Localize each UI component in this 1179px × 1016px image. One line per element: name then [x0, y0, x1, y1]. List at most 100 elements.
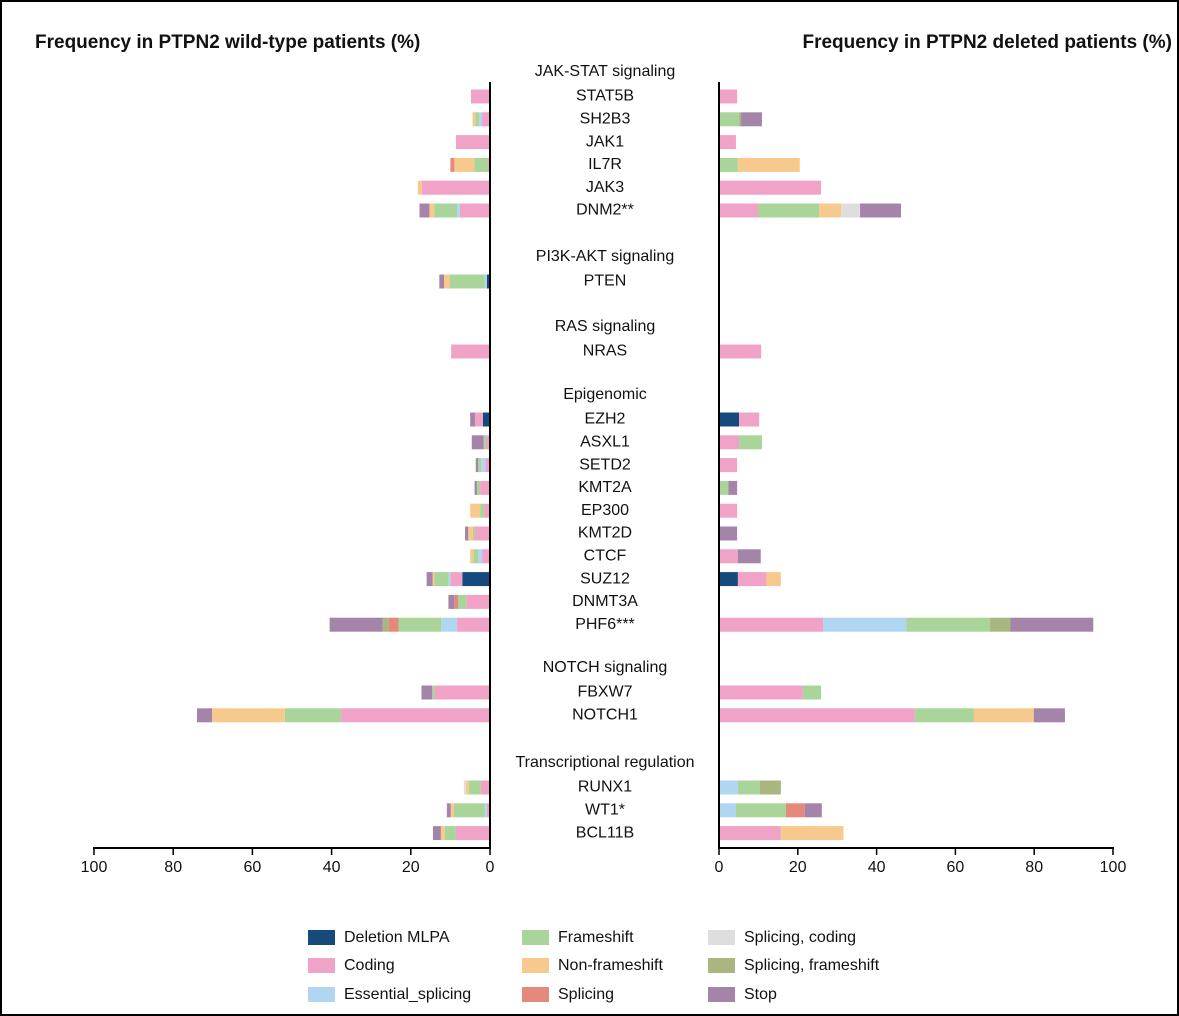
bar-segment — [474, 480, 477, 495]
bar-segment — [480, 503, 485, 518]
bar-segment — [451, 344, 490, 359]
bar-segment — [990, 617, 1011, 632]
category-label: STAT5B — [576, 88, 634, 105]
x-tick-label: 60 — [947, 859, 965, 876]
bar-segment — [475, 458, 479, 473]
bar-segment — [484, 803, 487, 818]
bar-segment — [719, 180, 822, 195]
category-label: PTEN — [584, 273, 627, 290]
bar-segment — [735, 803, 786, 818]
bar-segment — [484, 503, 490, 518]
bar-segment — [482, 549, 490, 564]
bar-segment — [462, 572, 490, 587]
bar-segment — [459, 203, 490, 218]
bar-segment — [388, 617, 399, 632]
legend-label: Splicing — [558, 986, 614, 1003]
category-label: SETD2 — [579, 456, 631, 473]
bar-segment — [482, 412, 490, 427]
bar-segment — [472, 112, 476, 127]
bar-segment — [719, 203, 759, 218]
bar-segment — [906, 617, 991, 632]
bar-segment — [759, 780, 781, 795]
category-label: SUZ12 — [580, 570, 630, 587]
bar-segment — [434, 685, 490, 700]
bar-segment — [719, 617, 824, 632]
bar-segment — [398, 617, 442, 632]
bar-segment — [478, 458, 482, 473]
bar-segment — [463, 780, 466, 795]
bar-segment — [481, 458, 486, 473]
bar-segment — [454, 157, 475, 172]
bar-segment — [474, 526, 490, 541]
bar-segment — [466, 594, 490, 609]
category-label: RUNX1 — [578, 779, 632, 796]
bar-segment — [457, 617, 490, 632]
group-label: Epigenomic — [563, 386, 647, 403]
category-label: IL7R — [588, 156, 622, 173]
bar-segment — [483, 435, 487, 450]
bar-segment — [737, 549, 761, 564]
bar-segment — [476, 480, 481, 495]
legend-swatch — [308, 958, 335, 973]
bar-segment — [434, 572, 449, 587]
bar-segment — [719, 780, 738, 795]
bar-segment — [382, 617, 389, 632]
legend-swatch — [308, 930, 335, 945]
bar-segment — [486, 435, 490, 450]
category-label: EP300 — [581, 502, 629, 519]
bar-segment — [737, 572, 767, 587]
bar-segment — [1010, 617, 1094, 632]
bar-segment — [719, 480, 729, 495]
bar-segment — [741, 112, 762, 127]
bar-segment — [737, 780, 760, 795]
bar-segment — [329, 617, 383, 632]
bar-segment — [719, 803, 736, 818]
bar-segment — [719, 708, 915, 723]
bar-segment — [802, 685, 822, 700]
bar-segment — [470, 89, 490, 104]
bar-segment — [450, 157, 455, 172]
legend-swatch — [708, 930, 735, 945]
bar-segment — [804, 803, 822, 818]
category-label: EZH2 — [585, 411, 626, 428]
bar-segment — [429, 203, 435, 218]
bar-segment — [719, 157, 738, 172]
bar-segment — [417, 180, 422, 195]
bar-segment — [468, 526, 473, 541]
legend-swatch — [708, 958, 735, 973]
bar-segment — [719, 526, 738, 541]
bar-segment — [441, 617, 458, 632]
legend-swatch — [522, 958, 549, 973]
legend-swatch — [308, 987, 335, 1002]
bar-segment — [421, 180, 490, 195]
bar-segment — [455, 826, 490, 841]
x-tick-label: 40 — [323, 859, 341, 876]
bar-segment — [914, 708, 974, 723]
bar-segment — [780, 826, 844, 841]
bar-segment — [432, 685, 435, 700]
category-label: DNM2** — [576, 202, 634, 219]
category-label: KMT2A — [578, 479, 632, 496]
bar-segment — [450, 274, 485, 289]
group-label: JAK-STAT signaling — [535, 63, 676, 80]
bar-segment — [440, 826, 445, 841]
bar-segment — [446, 803, 451, 818]
legend-label: Coding — [344, 957, 395, 974]
bar-segment — [465, 526, 469, 541]
legend-label: Splicing, frameshift — [744, 957, 880, 974]
bar-segment — [469, 780, 481, 795]
bar-segment — [284, 708, 342, 723]
legend-swatch — [708, 987, 735, 1002]
bar-segment — [474, 412, 483, 427]
x-tick-label: 100 — [1100, 859, 1127, 876]
category-label: ASXL1 — [580, 434, 630, 451]
bar-segment — [1033, 708, 1065, 723]
bar-segment — [719, 435, 740, 450]
legend-swatch — [522, 987, 549, 1002]
bar-segment — [439, 274, 445, 289]
group-label: PI3K-AKT signaling — [536, 248, 674, 265]
bar-segment — [479, 112, 483, 127]
category-label: WT1* — [585, 802, 625, 819]
bar-segment — [421, 685, 433, 700]
